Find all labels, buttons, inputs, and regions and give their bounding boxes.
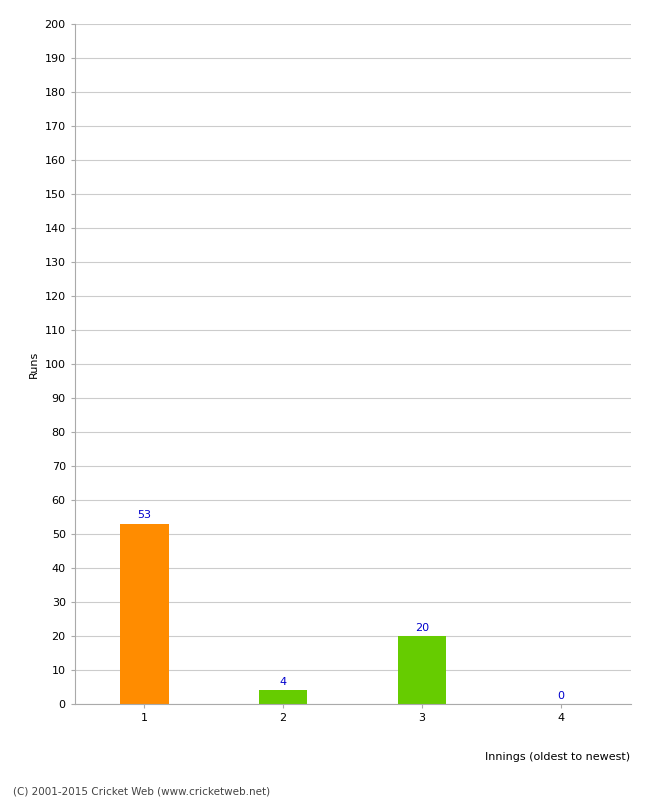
Bar [259,690,307,704]
Text: 4: 4 [280,677,287,687]
Text: 0: 0 [558,690,565,701]
Text: (C) 2001-2015 Cricket Web (www.cricketweb.net): (C) 2001-2015 Cricket Web (www.cricketwe… [13,786,270,796]
X-axis label: Innings (oldest to newest): Innings (oldest to newest) [486,752,630,762]
Text: 53: 53 [137,510,151,520]
Y-axis label: Runs: Runs [29,350,39,378]
Bar [120,524,168,704]
Bar [398,636,447,704]
Text: 20: 20 [415,622,429,633]
